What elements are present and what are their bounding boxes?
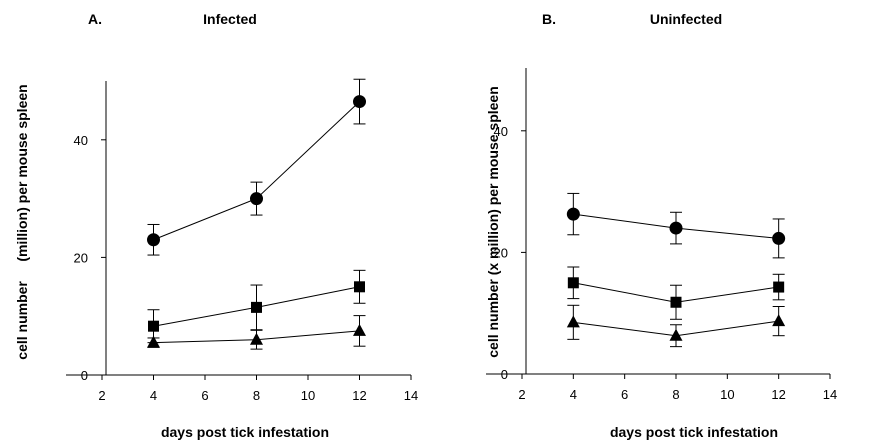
panel-a-x-tick-label: 6: [201, 388, 208, 403]
panel-a-x-tick-label: 8: [253, 388, 260, 403]
panel-b-point-triangle: [669, 328, 683, 341]
panel-b-point-circle: [669, 221, 683, 235]
panel-a-y-tick-label: 0: [81, 368, 88, 383]
panel-a-point-circle: [353, 95, 366, 109]
panel-a-y-tick-label: 40: [74, 133, 88, 148]
panel-b-x-tick-label: 2: [518, 387, 525, 402]
panel-a-title: Infected: [203, 11, 257, 27]
panel-b-y-tick-label: 0: [501, 367, 508, 382]
panel-a-point-square: [354, 281, 365, 293]
panel-b-point-square: [567, 277, 579, 289]
panel-b-x-tick-label: 6: [621, 387, 628, 402]
panel-a-x-tick-label: 10: [301, 388, 315, 403]
panel-b-y-axis-title: cell number (x million) per mouse spleen: [485, 86, 501, 358]
panel-a-label: A.: [88, 11, 102, 27]
panel-b-x-tick-label: 10: [720, 387, 734, 402]
panel-b-x-tick-label: 14: [823, 387, 837, 402]
panel-a-x-tick-label: 12: [352, 388, 366, 403]
panel-a-x-axis-title: days post tick infestation: [161, 424, 329, 440]
panel-a-y-axis-title: cell number (million) per mouse spleen: [14, 84, 30, 359]
panel-a-point-triangle: [147, 335, 160, 348]
panel-b-x-tick-label: 4: [570, 387, 577, 402]
panel-b-label: B.: [542, 11, 556, 27]
panel-b-point-square: [670, 296, 682, 308]
panel-b-point-triangle: [772, 314, 786, 327]
panel-a-y-tick-label: 20: [74, 250, 88, 265]
panel-b-point-circle: [566, 207, 580, 221]
panel-a-point-square: [148, 320, 159, 332]
panel-b-point-circle: [772, 231, 786, 245]
panel-a-point-circle: [250, 192, 263, 206]
panel-a-point-triangle: [250, 332, 263, 345]
panel-b-point-square: [773, 281, 785, 293]
panel-b-title: Uninfected: [650, 11, 722, 27]
panel-b-y-tick-label: 40: [494, 124, 508, 139]
panel-a-point-circle: [147, 233, 160, 247]
panel-b-x-tick-label: 12: [771, 387, 785, 402]
panel-a-x-tick-label: 2: [98, 388, 105, 403]
panel-b-y-tick-label: 20: [494, 245, 508, 260]
panel-a-x-tick-label: 14: [404, 388, 418, 403]
panel-b-x-tick-label: 8: [672, 387, 679, 402]
panel-b-x-axis-title: days post tick infestation: [610, 424, 778, 440]
panel-a-x-tick-label: 4: [150, 388, 157, 403]
panel-a-point-square: [251, 301, 262, 313]
panel-a-series-line-circle: [153, 101, 360, 241]
panel-b: B. Uninfected cell number (x million) pe…: [485, 11, 837, 440]
panel-b-point-triangle: [566, 315, 580, 328]
panel-a: A. Infected cell number (million) per mo…: [14, 11, 418, 440]
panel-a-point-triangle: [353, 323, 366, 336]
